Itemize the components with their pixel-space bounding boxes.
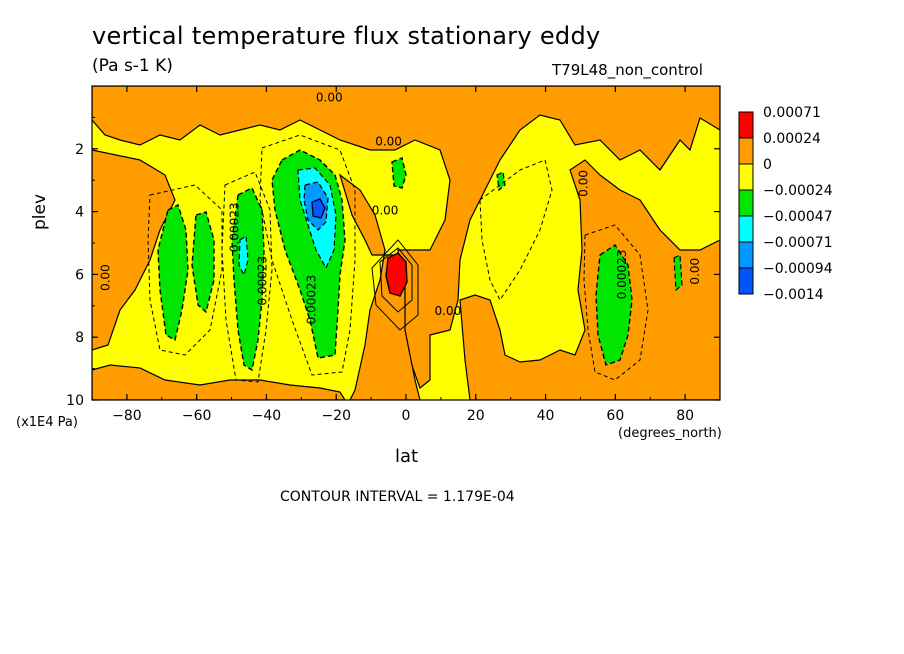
legend-swatch bbox=[738, 189, 754, 217]
x-tick-label: 20 bbox=[467, 408, 485, 424]
negative-region bbox=[191, 211, 215, 314]
contour-label: 0.00 bbox=[372, 204, 399, 218]
negative-region bbox=[157, 204, 189, 342]
x-tick-label: 80 bbox=[676, 408, 694, 424]
legend-label: −0.00024 bbox=[763, 183, 833, 199]
negative-region bbox=[238, 234, 249, 277]
legend-label: −0.00094 bbox=[763, 261, 833, 277]
color-legend: 0.00071 0.00024 0 −0.00024 −0.00047 −0.00071 −… bbox=[738, 105, 833, 303]
contour-interval: CONTOUR INTERVAL = 1.179E-04 bbox=[280, 489, 515, 505]
positive-region bbox=[92, 149, 176, 351]
run-label: T79L48_non_control bbox=[552, 61, 703, 79]
contour-label: 0.00023 bbox=[228, 202, 242, 252]
y-tick-label: 8 bbox=[75, 330, 84, 346]
contour-label: 0.00 bbox=[98, 264, 112, 291]
chart-units: (Pa s-1 K) bbox=[92, 56, 173, 76]
negative-region bbox=[673, 254, 683, 292]
legend-label: 0.00071 bbox=[763, 105, 821, 121]
x-tick-label: −60 bbox=[182, 408, 212, 424]
contour-label: 0.00 bbox=[435, 304, 462, 318]
contour-label: 0.00 bbox=[316, 91, 343, 105]
legend-label: 0.00024 bbox=[763, 131, 821, 147]
legend-swatch bbox=[738, 111, 754, 139]
contour-label: 0.00023 bbox=[615, 250, 629, 300]
positive-region bbox=[338, 173, 421, 400]
x-axis-ticks: −80 −60 −40 −20 0 20 40 60 80 bbox=[91, 86, 721, 424]
y-tick-label: 2 bbox=[75, 142, 84, 158]
x-tick-label: 0 bbox=[402, 408, 411, 424]
positive-region bbox=[92, 364, 346, 400]
negative-region bbox=[595, 244, 633, 366]
y-axis-units: (x1E4 Pa) bbox=[16, 415, 78, 430]
y-tick-label: 6 bbox=[75, 267, 84, 283]
contour-label: 0.00 bbox=[576, 170, 590, 197]
contour-label: 0.00 bbox=[375, 135, 402, 149]
legend-swatch bbox=[738, 241, 754, 269]
legend-swatch bbox=[738, 267, 754, 295]
contour-label: 0.00023 bbox=[255, 256, 269, 306]
contour-labels: 0.00 0.00 0.00 0.00 0.00 0.00 0.00 0.00023 0.000… bbox=[98, 91, 702, 325]
contour-field bbox=[92, 86, 720, 400]
negative-contour bbox=[221, 171, 273, 383]
legend-label: 0 bbox=[763, 157, 772, 173]
y-tick-label: 10 bbox=[66, 393, 84, 409]
chart-title: vertical temperature flux stationary edd… bbox=[92, 22, 601, 50]
y-tick-label: 4 bbox=[75, 205, 84, 221]
x-axis-label: lat bbox=[395, 446, 419, 467]
legend-label: −0.00047 bbox=[763, 209, 833, 225]
legend-swatch bbox=[738, 215, 754, 243]
positive-region bbox=[459, 159, 720, 400]
positive-contour bbox=[371, 239, 419, 331]
negative-contour bbox=[147, 184, 223, 356]
x-tick-label: −20 bbox=[321, 408, 351, 424]
legend-label: −0.0014 bbox=[763, 287, 824, 303]
negative-contour bbox=[583, 224, 649, 381]
negative-contour bbox=[259, 134, 356, 376]
positive-maximum bbox=[385, 252, 408, 297]
negative-contour bbox=[479, 159, 553, 301]
x-axis-units: (degrees_north) bbox=[618, 426, 722, 441]
legend-swatch bbox=[738, 163, 754, 191]
contour-label: 0.00 bbox=[688, 258, 702, 285]
x-tick-label: −80 bbox=[112, 408, 142, 424]
legend-swatch bbox=[738, 137, 754, 165]
x-tick-label: −40 bbox=[252, 408, 282, 424]
negative-region bbox=[231, 187, 265, 372]
positive-contour bbox=[379, 247, 413, 313]
x-tick-label: 40 bbox=[537, 408, 555, 424]
negative-region bbox=[391, 157, 407, 189]
legend-label: −0.00071 bbox=[763, 235, 833, 251]
contour-label: 0.00023 bbox=[304, 275, 318, 325]
x-tick-label: 60 bbox=[606, 408, 624, 424]
negative-minimum bbox=[311, 198, 326, 219]
y-axis-ticks: 2 4 6 8 10 bbox=[66, 116, 720, 409]
